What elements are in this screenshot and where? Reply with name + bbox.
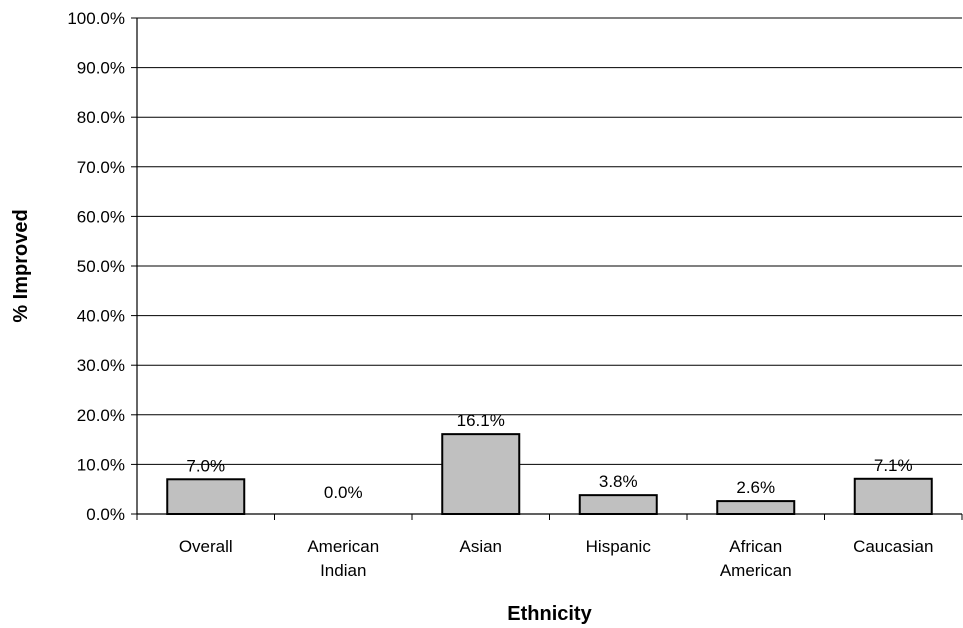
- data-label: 7.0%: [186, 456, 225, 475]
- bar: [441, 433, 521, 516]
- y-tick-label: 100.0%: [67, 9, 125, 28]
- y-tick-label: 80.0%: [77, 108, 125, 127]
- data-label: 16.1%: [457, 411, 505, 430]
- x-tick-label: Asian: [459, 537, 502, 556]
- data-label: 2.6%: [736, 478, 775, 497]
- y-axis-title: % Improved: [10, 209, 32, 322]
- x-tick-label: American Indian: [307, 537, 379, 580]
- x-tick-label: Overall: [179, 537, 233, 556]
- data-labels: 7.0% 0.0% 16.1% 3.8% 2.6% 7.1%: [186, 411, 912, 502]
- x-tick-label: Caucasian: [853, 537, 933, 556]
- y-tick-label: 10.0%: [77, 455, 125, 474]
- data-label: 0.0%: [324, 483, 363, 502]
- bar: [716, 500, 796, 516]
- y-tick-label: 50.0%: [77, 257, 125, 276]
- data-label: 3.8%: [599, 472, 638, 491]
- bar: [578, 494, 658, 516]
- bar: [166, 478, 246, 515]
- y-tick-label: 40.0%: [77, 307, 125, 326]
- gridlines: [137, 17, 962, 465]
- x-tick-label: Hispanic: [586, 537, 652, 556]
- axes: [131, 17, 963, 520]
- y-tick-label: 30.0%: [77, 356, 125, 375]
- y-tick-label: 20.0%: [77, 406, 125, 425]
- y-tick-label: 0.0%: [86, 505, 125, 524]
- data-label: 7.1%: [874, 456, 913, 475]
- y-tick-labels: 0.0% 10.0% 20.0% 30.0% 40.0% 50.0% 60.0% 70.0% 8…: [67, 9, 125, 524]
- bars: [166, 433, 933, 516]
- x-axis-title: Ethnicity: [507, 603, 592, 625]
- y-tick-label: 70.0%: [77, 158, 125, 177]
- y-tick-label: 90.0%: [77, 59, 125, 78]
- bar: [853, 477, 933, 515]
- x-tick-label: African American: [720, 537, 792, 580]
- y-tick-label: 60.0%: [77, 207, 125, 226]
- x-tick-labels: Overall American Indian Asian Hispanic Africa…: [179, 537, 934, 580]
